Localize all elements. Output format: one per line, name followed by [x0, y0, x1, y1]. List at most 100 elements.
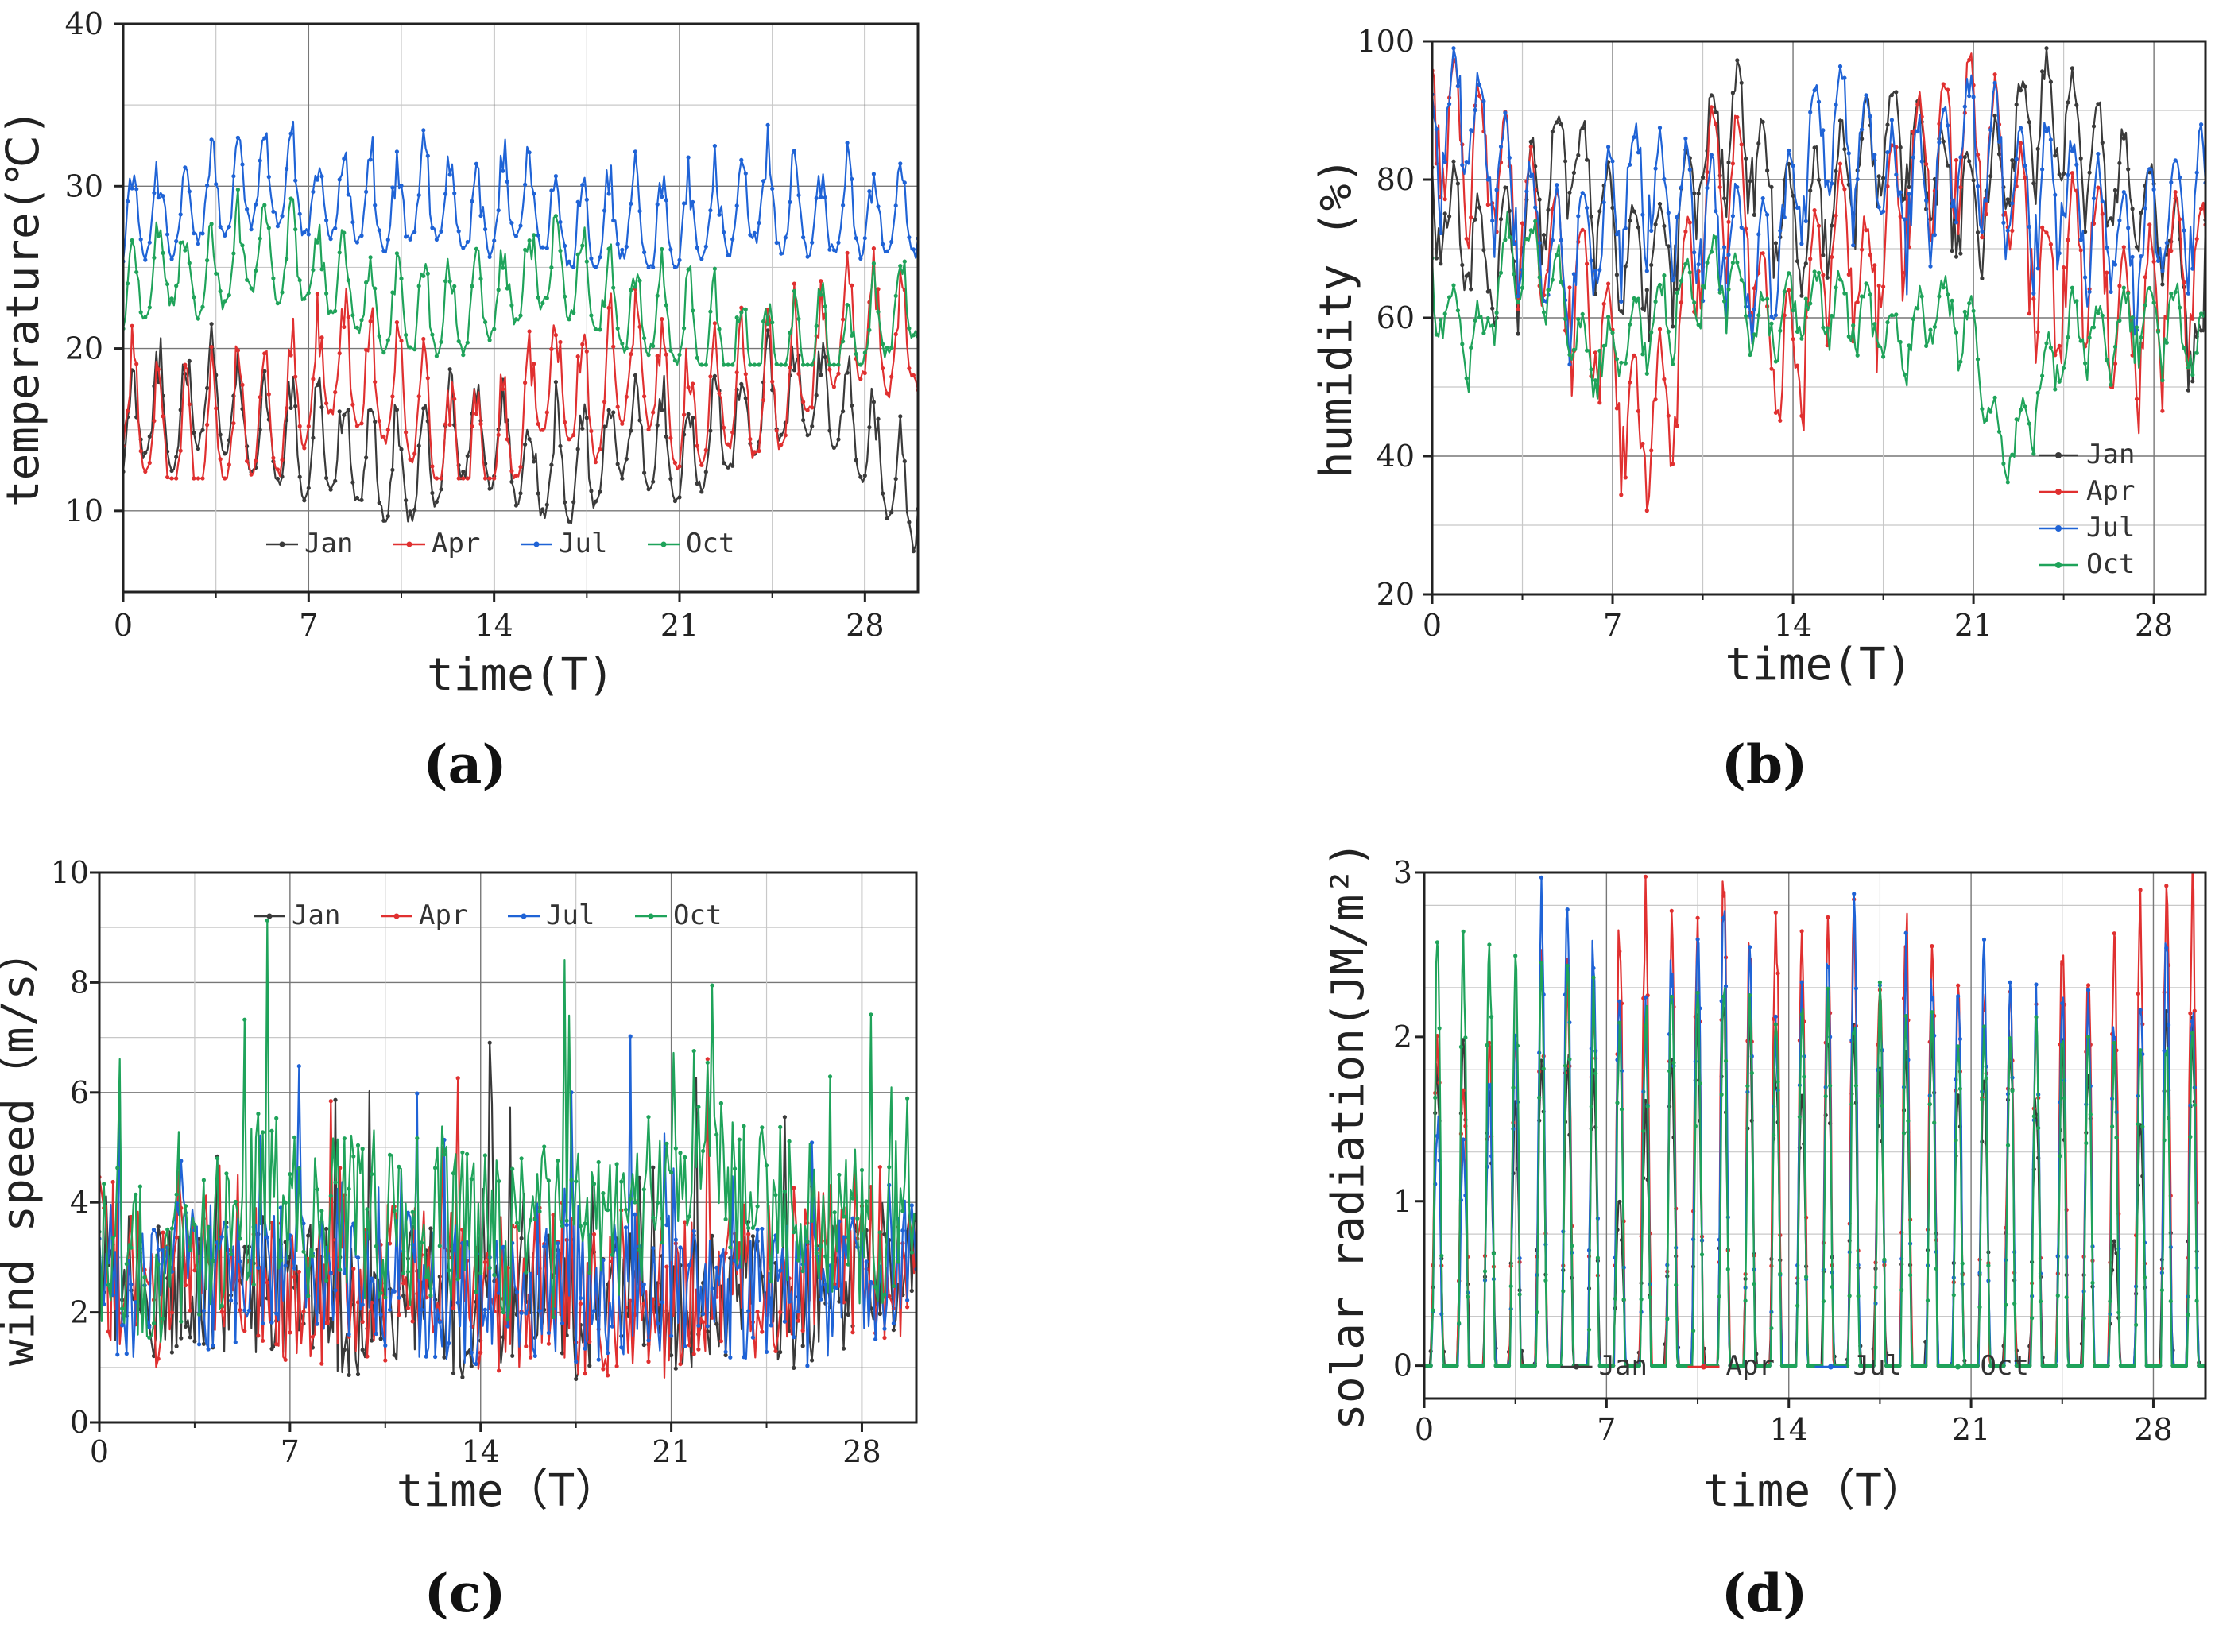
- data-point: [1644, 269, 1649, 273]
- data-point: [524, 1270, 529, 1275]
- data-point: [434, 237, 440, 242]
- x-tick-label: 21: [1954, 608, 1992, 643]
- data-point: [219, 1303, 224, 1308]
- series-line-apr: [123, 247, 918, 480]
- data-point: [288, 1330, 292, 1335]
- data-point: [1795, 205, 1800, 210]
- data-point: [161, 1230, 165, 1235]
- data-point: [1903, 930, 1908, 935]
- data-point: [229, 1252, 234, 1257]
- data-point: [1752, 286, 1756, 291]
- data-point: [134, 269, 139, 274]
- data-point: [1793, 1364, 1798, 1368]
- data-point: [192, 1339, 197, 1344]
- data-point: [1705, 185, 1710, 191]
- data-point: [324, 1226, 329, 1232]
- data-point: [728, 1355, 733, 1360]
- data-point: [1837, 118, 1843, 123]
- data-point: [428, 1293, 433, 1298]
- data-point: [1894, 90, 1899, 95]
- data-point: [2105, 358, 2109, 362]
- data-point: [2057, 172, 2062, 177]
- data-point: [430, 464, 435, 469]
- data-point: [1924, 198, 1929, 203]
- data-point: [439, 487, 443, 492]
- data-point: [373, 203, 378, 207]
- data-point: [2100, 313, 2105, 318]
- data-point: [862, 236, 867, 241]
- data-point: [1821, 273, 1826, 277]
- data-point: [1769, 1325, 1774, 1331]
- data-point: [319, 267, 324, 272]
- data-point: [1782, 215, 1787, 220]
- data-point: [1846, 272, 1851, 277]
- data-point: [337, 177, 342, 182]
- data-point: [1803, 296, 1808, 301]
- series-markers-oct: [99, 918, 916, 1340]
- data-point: [2138, 888, 2143, 892]
- data-point: [2019, 141, 2023, 145]
- legend-item-oct: Oct: [635, 900, 722, 931]
- data-point: [385, 338, 390, 342]
- data-point: [2057, 343, 2062, 348]
- data-point: [765, 322, 770, 327]
- data-point: [810, 1358, 815, 1363]
- data-point: [1911, 155, 1915, 160]
- data-point: [549, 462, 554, 467]
- data-point: [2091, 196, 2097, 201]
- data-point: [1641, 1128, 1646, 1133]
- data-point: [1849, 1101, 1854, 1107]
- data-point: [2160, 408, 2165, 413]
- data-point: [2188, 1011, 2193, 1016]
- data-point: [451, 1306, 456, 1310]
- data-point: [902, 180, 907, 185]
- data-point: [381, 249, 386, 253]
- legend-item-oct: Oct: [648, 528, 734, 559]
- data-point: [2164, 884, 2169, 888]
- legend-item-apr: Apr: [1687, 1350, 1775, 1382]
- data-point: [169, 257, 174, 261]
- y-tick-label: 30: [65, 168, 103, 203]
- data-point: [606, 192, 611, 196]
- data-point: [1980, 229, 1985, 234]
- data-point: [1856, 1294, 1861, 1298]
- data-point: [302, 296, 307, 301]
- data-point: [374, 1331, 378, 1337]
- data-point: [1645, 1104, 1650, 1109]
- data-point: [319, 1361, 324, 1366]
- x-tick-label: 0: [1415, 1412, 1434, 1447]
- data-point: [646, 353, 651, 358]
- data-point: [584, 197, 589, 202]
- data-point: [513, 234, 519, 238]
- data-point: [288, 1172, 292, 1177]
- data-point: [271, 276, 276, 280]
- data-point: [683, 1155, 687, 1159]
- data-point: [2087, 335, 2092, 340]
- data-point: [1773, 1014, 1778, 1019]
- data-point: [1565, 963, 1570, 968]
- data-point: [782, 1319, 788, 1324]
- data-point: [2143, 303, 2147, 308]
- data-point: [174, 1344, 179, 1348]
- data-point: [703, 447, 708, 453]
- data-point: [2159, 1288, 2164, 1293]
- data-point: [1880, 1103, 1884, 1108]
- data-point: [1516, 331, 1520, 336]
- data-point: [846, 1262, 850, 1267]
- data-point: [2023, 163, 2027, 168]
- data-point: [505, 286, 509, 291]
- data-point: [1981, 1024, 1987, 1029]
- data-point: [302, 446, 307, 451]
- data-point: [235, 188, 240, 192]
- data-point: [465, 239, 470, 245]
- data-point: [1619, 1107, 1624, 1112]
- data-point: [350, 480, 355, 485]
- data-point: [274, 1311, 279, 1316]
- data-point: [1687, 220, 1692, 225]
- data-point: [156, 195, 161, 200]
- data-point: [483, 476, 488, 481]
- data-point: [452, 191, 457, 195]
- x-axis-title: time（T）: [1703, 1465, 1927, 1517]
- data-point: [2126, 226, 2131, 230]
